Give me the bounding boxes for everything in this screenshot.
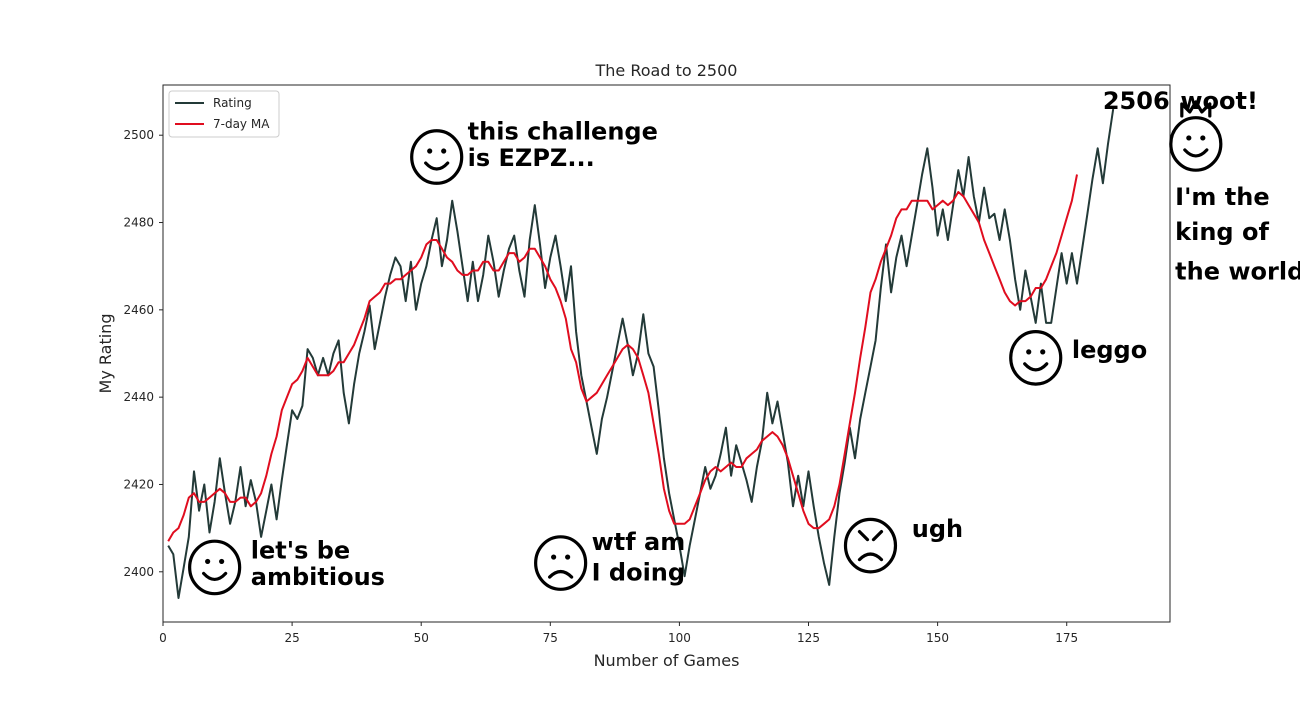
face-eye [565, 554, 571, 560]
x-tick-label: 50 [414, 631, 429, 645]
face-mouth [1183, 148, 1209, 158]
annotation-text: the world! [1175, 257, 1300, 285]
face-eye [1040, 349, 1046, 355]
face-eye [441, 148, 447, 154]
chart-title: The Road to 2500 [595, 61, 738, 80]
face-outline [1169, 116, 1223, 172]
legend: Rating 7-day MA [168, 90, 280, 138]
series-line-rating [167, 108, 1115, 599]
y-tick-label: 2480 [123, 216, 154, 230]
y-tick-label: 2420 [123, 477, 154, 491]
annotation-text: I'm the [1175, 183, 1269, 211]
legend-label: 7-day MA [213, 117, 270, 131]
face-smile-icon [410, 129, 464, 185]
face-outline [1009, 330, 1063, 386]
y-tick-label: 2440 [123, 390, 154, 404]
x-tick-label: 75 [543, 631, 558, 645]
x-tick-label: 0 [159, 631, 167, 645]
annotation-text: I doing [592, 559, 685, 587]
annotation-text: 2506 [1103, 87, 1170, 115]
crown-icon [1180, 100, 1212, 118]
face-mouth [424, 161, 450, 171]
face-eye [1200, 135, 1206, 141]
y-tick-label: 2460 [123, 303, 154, 317]
face-eye [1186, 135, 1192, 141]
x-tick-label: 175 [1055, 631, 1078, 645]
face-smile-icon [1009, 330, 1063, 386]
face-brows [857, 529, 884, 542]
y-tick-label: 2400 [123, 565, 154, 579]
annotation-text: let's be [251, 537, 350, 565]
annotation-text: this challenge [468, 118, 658, 146]
y-axis: 2400 2420 2440 2460 2480 2500 [123, 128, 163, 579]
plot-frame [162, 84, 1171, 623]
face-outline [843, 517, 898, 574]
annotation-text: king of [1175, 218, 1269, 246]
annotation-text: ambitious [251, 563, 385, 591]
y-axis-label: My Rating [96, 314, 115, 394]
annotation-text: is EZPZ... [468, 144, 595, 172]
x-tick-label: 25 [284, 631, 299, 645]
doodles [188, 100, 1223, 596]
face-frown-icon [534, 535, 588, 591]
annotation-text: ugh [912, 515, 963, 543]
face-outline [188, 539, 242, 596]
annotation-text: leggo [1072, 336, 1147, 364]
face-angry-icon [843, 517, 898, 574]
x-axis-label: Number of Games [594, 651, 740, 670]
face-eye [1026, 349, 1032, 355]
face-mouth [1023, 362, 1049, 372]
face-king-icon [1169, 100, 1223, 172]
legend-label: Rating [213, 96, 252, 110]
face-outline [534, 535, 588, 591]
series-layer [167, 108, 1115, 599]
annotation-text: wtf am [592, 528, 686, 556]
face-mouth [202, 571, 228, 582]
face-mouth [548, 569, 574, 579]
face-mouth [857, 552, 884, 562]
face-eye [551, 554, 557, 560]
face-eye [205, 558, 211, 565]
y-tick-label: 2500 [123, 128, 154, 142]
series-line-moving-average [167, 174, 1078, 542]
face-eye [219, 558, 225, 565]
plot-area [162, 84, 1171, 623]
annotation-text: woot! [1180, 87, 1258, 115]
face-outline [410, 129, 464, 185]
face-eye [427, 148, 433, 154]
x-tick-label: 125 [797, 631, 820, 645]
face-smile-icon [188, 539, 242, 596]
x-tick-label: 100 [668, 631, 691, 645]
x-axis: 0 25 50 75 100 125 150 175 [159, 622, 1078, 645]
x-tick-label: 150 [926, 631, 949, 645]
